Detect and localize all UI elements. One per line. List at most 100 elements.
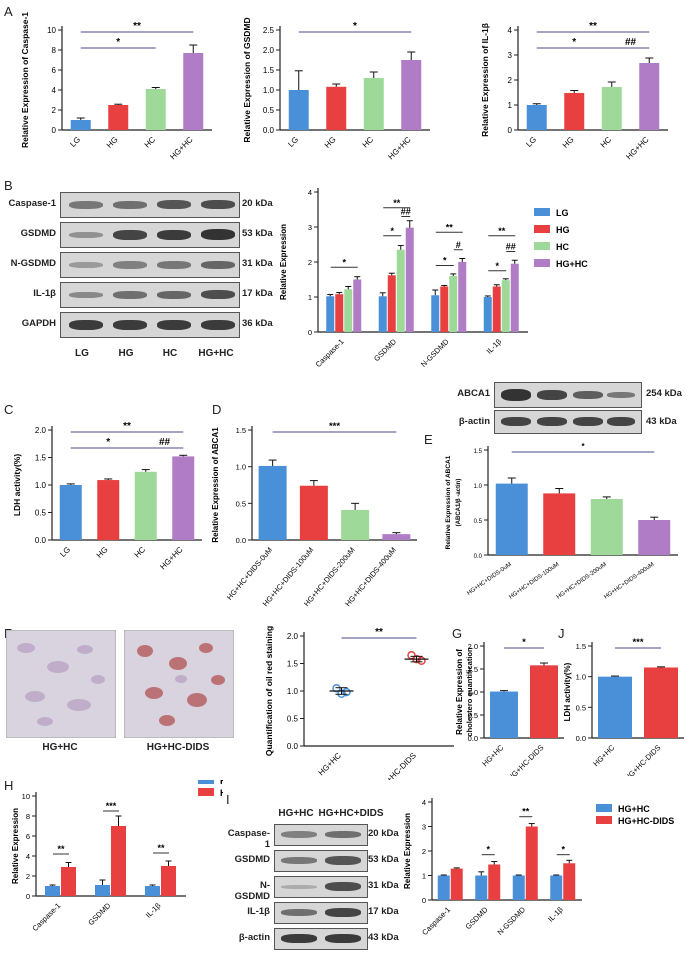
- y-axis-label: Relative Expression: [279, 224, 288, 300]
- legend-label: HG+HC: [220, 780, 223, 786]
- micrograph-hg-hc: [6, 630, 116, 738]
- y-tick-label: 2.0: [35, 426, 47, 435]
- legend-swatch: [198, 788, 214, 796]
- y-tick-label: 10: [22, 792, 30, 801]
- y-tick-label: 0.5: [576, 703, 586, 712]
- y-tick-label: 1.5: [263, 66, 275, 75]
- y-tick-label: 0.0: [35, 536, 47, 545]
- y-tick-label: 4: [308, 188, 312, 197]
- y-tick-label: 0.5: [35, 509, 47, 518]
- blot-row-kda: 254 kDa: [646, 388, 682, 399]
- x-tick-label: HG+HC: [158, 545, 184, 571]
- bar: [492, 286, 501, 332]
- significance-label: *: [572, 37, 576, 48]
- bar: [405, 227, 414, 332]
- significance-label: *: [495, 261, 499, 271]
- bar: [450, 868, 463, 900]
- blot-strip: [274, 928, 368, 950]
- bar: [326, 296, 335, 332]
- bar: [108, 105, 129, 130]
- bar: [61, 867, 76, 896]
- y-tick-label: 3: [422, 823, 426, 832]
- y-axis-label: cholestero quantification: [465, 647, 474, 737]
- bar: [258, 465, 287, 540]
- bar: [490, 691, 518, 738]
- y-tick-label: 1.0: [35, 481, 47, 490]
- blot-row-kda: 43 kDa: [368, 932, 399, 943]
- blot-row-name: Caspase-1: [227, 828, 270, 850]
- significance-label: **: [589, 21, 597, 32]
- x-tick-label: Caspase-1: [314, 337, 346, 369]
- blot-row-kda: 20 kDa: [368, 828, 399, 839]
- significance-label: *: [561, 845, 565, 855]
- blot-row: Caspase-1 20 kDa: [0, 190, 276, 218]
- blot-row-name: ABCA1: [457, 388, 490, 399]
- bar: [335, 294, 344, 332]
- bar: [512, 875, 525, 900]
- blot-row-name: IL-1β: [247, 906, 270, 917]
- bar: [344, 289, 353, 332]
- blot-lane-label: HG: [118, 348, 134, 359]
- legend-swatch: [534, 225, 550, 233]
- blot-strip: [60, 222, 240, 248]
- bar: [598, 676, 632, 738]
- y-tick-label: 0: [52, 126, 57, 135]
- significance-label: *: [342, 257, 346, 267]
- y-tick-label: 1.0: [474, 484, 483, 490]
- chart-i-relative-expression: 0 1 2 3 4 Relative Expression Caspase-1 GSDMD N-…: [403, 798, 674, 937]
- blot-strip: [274, 850, 368, 872]
- x-tick-label: HG+HC: [386, 135, 412, 161]
- significance-label: *: [522, 637, 526, 648]
- x-tick-label: HG: [323, 135, 338, 150]
- bar: [161, 866, 176, 896]
- y-tick-label: 4: [52, 86, 57, 95]
- y-tick-label: 2.0: [287, 632, 299, 641]
- x-tick-label: HG+HC-DIDS: [623, 743, 663, 776]
- bar: [458, 262, 467, 332]
- data-point: [417, 656, 426, 665]
- x-tick-label: HG+HC: [591, 743, 616, 768]
- bar: [501, 280, 510, 332]
- y-tick-label: 8: [26, 812, 30, 821]
- bar: [363, 78, 384, 130]
- bar: [95, 885, 110, 896]
- y-tick-label: 1.0: [468, 688, 478, 697]
- significance-label: *: [581, 442, 585, 451]
- significance-label: *: [486, 845, 490, 855]
- blot-lane-label: HG+HC: [198, 348, 234, 359]
- bar: [495, 483, 528, 555]
- blot-strip: [60, 192, 240, 218]
- x-tick-label: HG+HC+DIDS-400uM: [603, 562, 655, 601]
- y-tick-label: 0.0: [263, 126, 275, 135]
- significance-label: *: [443, 256, 447, 266]
- x-tick-label: HG+HC: [480, 743, 505, 768]
- western-blot-i: HG+HC HG+HC+DIDS Caspase-1 20 kDa GSDMD …: [226, 808, 402, 960]
- legend-label: HG+HC-DIDS: [220, 788, 223, 798]
- y-tick-label: 3: [508, 51, 513, 60]
- bar: [590, 499, 623, 555]
- bar: [183, 53, 204, 130]
- x-tick-label: GSDMD: [372, 337, 399, 364]
- y-tick-label: 1.0: [236, 463, 246, 472]
- significance-label: **: [57, 844, 65, 854]
- blot-row: GSDMD 53 kDa: [0, 220, 276, 248]
- bar: [382, 534, 411, 540]
- x-tick-label: IL-1β: [546, 905, 565, 924]
- legend-label: HG+HC: [556, 259, 588, 269]
- y-axis-label: Relative Expression of ABCA1: [211, 427, 220, 543]
- western-blot-b: Caspase-1 20 kDa GSDMD 53 kDa N-GSDMD 31…: [0, 188, 276, 400]
- chart-a-gsdmd: 0.0 0.5 1.0 1.5 2.0 2.5 Relative Expression of…: [242, 17, 430, 161]
- blot-row-kda: 20 kDa: [242, 198, 273, 209]
- y-tick-label: 1.5: [287, 660, 299, 669]
- significance-label: **: [157, 843, 165, 853]
- bar: [601, 87, 622, 130]
- significance-label: **: [393, 198, 401, 208]
- blot-row: IL-1β 17 kDa: [0, 280, 276, 308]
- blot-lane-label: HG+HC: [278, 808, 314, 819]
- significance-label: **: [123, 421, 131, 432]
- legend-swatch: [534, 259, 550, 267]
- blot-row: Caspase-1 20 kDa: [226, 822, 402, 850]
- bar: [638, 520, 671, 555]
- y-tick-label: 0: [26, 892, 30, 901]
- legend-swatch: [198, 780, 214, 784]
